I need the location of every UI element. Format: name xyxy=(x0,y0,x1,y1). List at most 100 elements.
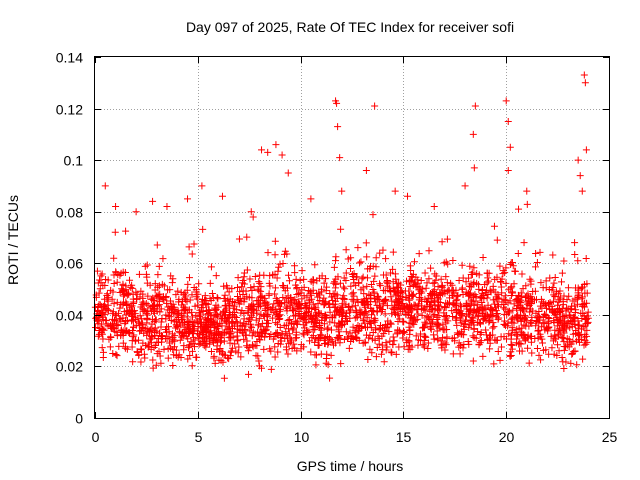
data-point xyxy=(144,326,152,334)
data-point xyxy=(441,339,449,347)
data-point xyxy=(238,279,246,287)
data-point xyxy=(188,362,196,370)
data-point xyxy=(370,288,378,296)
data-point xyxy=(539,319,547,327)
data-point xyxy=(550,291,558,299)
data-point xyxy=(102,317,110,325)
data-point xyxy=(271,251,279,259)
data-point xyxy=(532,250,540,258)
data-point xyxy=(254,301,262,309)
data-point xyxy=(185,342,193,350)
data-point xyxy=(243,233,251,241)
data-point xyxy=(303,319,311,327)
data-point xyxy=(286,315,294,323)
x-tick-label: 20 xyxy=(499,429,515,445)
data-point xyxy=(95,289,103,297)
data-point xyxy=(207,296,215,304)
data-point xyxy=(357,258,365,266)
data-point xyxy=(129,323,137,331)
data-point xyxy=(338,321,346,329)
data-point xyxy=(351,302,359,310)
data-point xyxy=(538,335,546,343)
data-point xyxy=(478,299,486,307)
data-point xyxy=(260,312,268,320)
data-point xyxy=(443,279,451,287)
data-point xyxy=(474,313,482,321)
data-point xyxy=(502,297,510,305)
data-point xyxy=(212,272,220,280)
data-point xyxy=(106,343,114,351)
data-point xyxy=(539,284,547,292)
data-point xyxy=(95,300,103,308)
data-point xyxy=(311,338,319,346)
data-point xyxy=(583,326,591,334)
data-point xyxy=(387,293,395,301)
data-point xyxy=(159,293,167,301)
data-point xyxy=(443,288,451,296)
data-point xyxy=(470,264,478,272)
data-point xyxy=(132,208,140,216)
data-point xyxy=(281,287,289,295)
data-point xyxy=(435,321,443,329)
data-point xyxy=(293,334,301,342)
data-point xyxy=(292,275,300,283)
data-point xyxy=(395,289,403,297)
data-point xyxy=(424,298,432,306)
data-point xyxy=(123,327,131,335)
data-point xyxy=(448,281,456,289)
data-point xyxy=(240,269,248,277)
data-point xyxy=(201,323,209,331)
data-point xyxy=(215,348,223,356)
data-point xyxy=(392,350,400,358)
data-point xyxy=(199,307,207,315)
data-point xyxy=(273,328,281,336)
data-point xyxy=(190,283,198,291)
data-point xyxy=(129,290,137,298)
data-point xyxy=(191,336,199,344)
data-point xyxy=(213,325,221,333)
data-point xyxy=(177,321,185,329)
data-point xyxy=(442,341,450,349)
data-point xyxy=(247,208,255,216)
data-point xyxy=(558,353,566,361)
data-point xyxy=(380,330,388,338)
data-point xyxy=(320,320,328,328)
data-point xyxy=(270,300,278,308)
data-point xyxy=(492,310,500,318)
data-point xyxy=(129,358,137,366)
data-point xyxy=(206,309,214,317)
data-point xyxy=(341,285,349,293)
data-point xyxy=(104,306,112,314)
data-point xyxy=(264,319,272,327)
data-point xyxy=(550,334,558,342)
data-point xyxy=(502,97,510,105)
data-point xyxy=(548,305,556,313)
data-point xyxy=(98,330,106,338)
data-point xyxy=(301,300,309,308)
data-point xyxy=(207,347,215,355)
data-point xyxy=(112,351,120,359)
data-point xyxy=(498,275,506,283)
data-point xyxy=(244,309,252,317)
data-point xyxy=(226,339,234,347)
data-points xyxy=(91,71,592,382)
data-point xyxy=(459,344,467,352)
data-point xyxy=(330,263,338,271)
data-point xyxy=(362,166,370,174)
data-point xyxy=(525,301,533,309)
data-point xyxy=(576,331,584,339)
data-point xyxy=(545,314,553,322)
data-point xyxy=(481,280,489,288)
data-point xyxy=(202,343,210,351)
data-point xyxy=(148,303,156,311)
data-point xyxy=(162,335,170,343)
data-point xyxy=(292,317,300,325)
data-point xyxy=(184,280,192,288)
data-point xyxy=(393,280,401,288)
data-point xyxy=(558,305,566,313)
data-point xyxy=(460,341,468,349)
data-point xyxy=(343,334,351,342)
data-point xyxy=(359,315,367,323)
data-point xyxy=(283,250,291,258)
data-point xyxy=(430,331,438,339)
